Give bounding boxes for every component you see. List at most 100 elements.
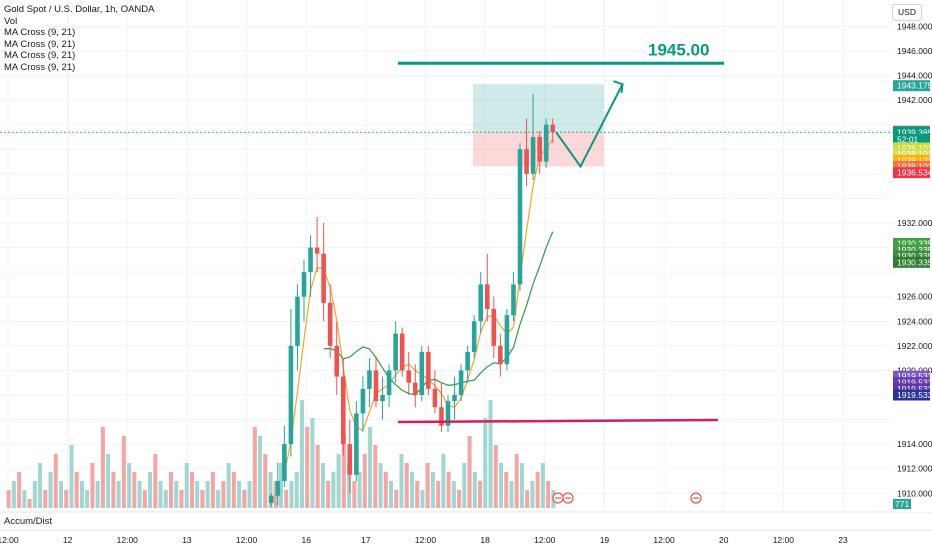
time-axis[interactable]: 12:00 12 12:00 13 12:00 16 17 12:00 18 12:00 19 12:…: [0, 529, 932, 545]
candle-body: [288, 345, 294, 445]
volume-bar: [100, 427, 105, 508]
candle-body: [543, 124, 549, 162]
volume-bar: [368, 427, 373, 508]
candle-body: [367, 370, 372, 389]
price-badge: [893, 250, 930, 262]
indicator-ma-cross-2[interactable]: MA Cross (9, 21): [4, 38, 76, 50]
volume-bar: [399, 454, 404, 508]
volume-bar: [514, 454, 519, 508]
volume-bar: [519, 463, 524, 508]
volume-bar: [11, 481, 16, 508]
volume-bar: [106, 454, 111, 508]
volume-bar: [425, 463, 430, 508]
volume-bar: [69, 445, 74, 508]
price-badge-label: 1930.335: [897, 257, 932, 267]
candle-body: [314, 247, 320, 254]
candle-body: [524, 149, 529, 174]
candle-body: [452, 394, 457, 402]
volume-bar: [467, 436, 472, 508]
price-badge: [893, 370, 930, 382]
volume-bar: [441, 454, 446, 508]
volume-bar: [153, 454, 158, 508]
volume-bar: [142, 490, 147, 508]
volume-bar: [22, 490, 27, 508]
volume-bar: [284, 490, 289, 508]
candle-body: [327, 302, 333, 346]
long-position-tool[interactable]: [473, 84, 604, 167]
volume-bar: [472, 472, 477, 508]
volume-bar: [483, 418, 488, 508]
volume-bar: [43, 490, 48, 508]
price-badge-label: 1936.534: [897, 168, 932, 178]
volume-bar: [111, 472, 116, 508]
price-tick-label: 1920.000: [897, 365, 932, 375]
volume-bar: [231, 472, 236, 508]
volume-bar: [540, 463, 545, 508]
volume-bar: [336, 454, 341, 508]
forecast-arrow-head: [613, 80, 624, 94]
volume-bar: [27, 499, 32, 508]
volume-bar: [53, 454, 58, 508]
volume-bar: [289, 481, 294, 508]
volume-bar: [58, 481, 64, 508]
time-tick-label: 19: [600, 535, 610, 545]
price-badge-label: 52:01: [897, 134, 919, 144]
candle-body: [484, 284, 490, 309]
indicator-ma-cross-1[interactable]: MA Cross (9, 21): [4, 27, 76, 38]
price-badge: [893, 154, 930, 166]
support-level-line: [397, 418, 719, 424]
time-tick-label: 17: [361, 535, 371, 545]
volume-bar: [378, 463, 383, 508]
currency-button[interactable]: USD: [892, 4, 922, 21]
candle-body: [412, 382, 418, 395]
candle-body: [550, 124, 556, 133]
price-badge-label: 1943.175: [897, 81, 932, 91]
price-badge-label: 1930.335: [897, 245, 932, 255]
price-badge: [893, 126, 930, 138]
time-tick-label: 20: [719, 535, 729, 545]
volume-bar: [116, 481, 121, 508]
candle-body: [537, 136, 542, 162]
volume-bar: [90, 463, 95, 508]
volume-bar: [420, 490, 425, 508]
volume-bar: [315, 445, 320, 508]
price-badge-label: 1938.131: [897, 155, 932, 165]
price-tick-label: 1932.000: [897, 218, 932, 228]
candle-body: [308, 247, 313, 273]
volume-bar: [205, 481, 210, 508]
accum-dist-badge: [893, 499, 911, 509]
price-badge: [893, 148, 930, 160]
indicator-volume[interactable]: Vol: [4, 15, 18, 27]
volume-bar: [357, 472, 362, 508]
price-badge: [893, 389, 930, 401]
price-tick-label: 1914.000: [897, 439, 932, 449]
volume-bar: [189, 472, 194, 508]
price-badge-label: 1930.335: [897, 238, 932, 248]
volume-bar: [17, 472, 22, 508]
time-tick-label: 12: [63, 535, 73, 545]
price-tick-label: 1910.000: [897, 488, 932, 498]
price-tick-label: 1926.000: [897, 292, 932, 302]
volume-bar: [127, 463, 132, 508]
price-axis[interactable]: 1948.000 1946.000 1944.000 1942.000 1932.000…: [893, 0, 932, 512]
indicator-ma-cross-3[interactable]: MA Cross (9, 21): [4, 50, 76, 61]
volume-bar: [415, 481, 420, 508]
drawing-tools[interactable]: 1945.00: [0, 40, 893, 504]
price-badge-label: 1938.101: [897, 161, 932, 171]
candle-body: [491, 308, 497, 346]
indicator-ma-cross-4[interactable]: MA Cross (9, 21): [4, 61, 76, 73]
candle-body: [478, 284, 484, 322]
volume-bar: [210, 472, 215, 508]
candle-body: [426, 351, 431, 389]
accum-dist-label[interactable]: Accum/Dist: [4, 516, 53, 527]
candle-body: [498, 345, 503, 365]
symbol-title[interactable]: Gold Spot / U.S. Dollar, 1h, OANDA: [4, 4, 155, 15]
time-tick-label: 16: [301, 535, 311, 545]
price-badge: [893, 133, 930, 145]
volume-bar: [299, 400, 304, 508]
volume-bar: [237, 481, 242, 508]
candle-body: [458, 370, 464, 395]
volume-bar: [242, 490, 247, 508]
volume-bar: [38, 463, 43, 508]
